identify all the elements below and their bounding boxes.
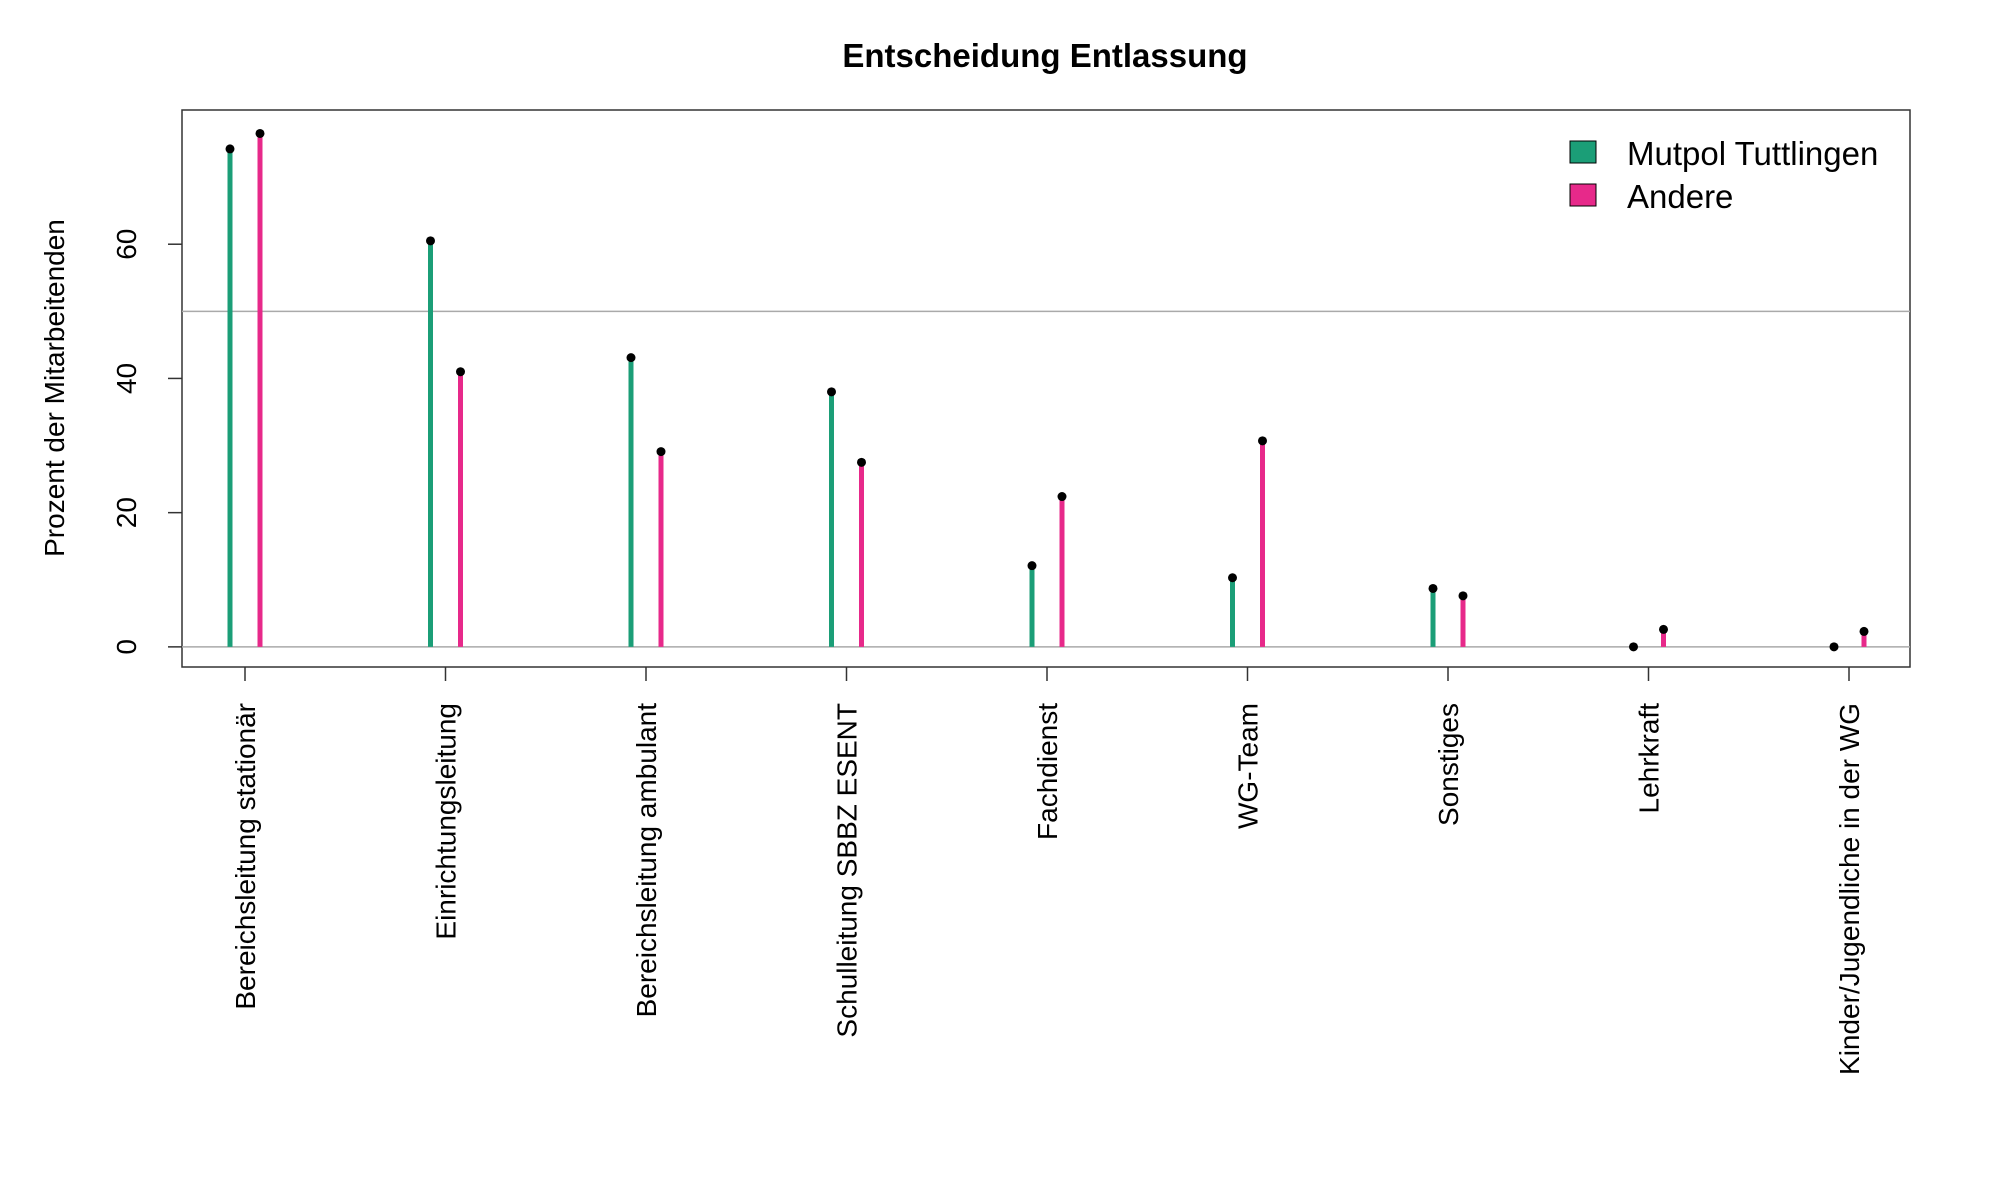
x-tick-label: Einrichtungsleitung <box>431 703 462 940</box>
x-tick-label: Sonstiges <box>1433 703 1464 826</box>
point-andere <box>456 367 465 377</box>
point-andere <box>1458 591 1468 601</box>
x-axis: Bereichsleitung stationär Einrichtungslei… <box>230 667 1865 1075</box>
x-tick-label: Bereichsleitung stationär <box>230 703 261 1010</box>
point-andere <box>1057 492 1067 502</box>
legend: Mutpol Tuttlingen Andere <box>1569 135 1878 215</box>
point-mutpol <box>426 236 435 246</box>
point-andere <box>1659 624 1668 634</box>
point-mutpol <box>1228 573 1237 583</box>
x-tick-label: Schulleitung SBBZ ESENT <box>832 703 863 1038</box>
point-mutpol <box>1027 561 1037 571</box>
point-mutpol <box>827 387 836 397</box>
y-axis: 0 20 40 60 <box>111 229 182 655</box>
plot-area <box>181 109 1911 668</box>
point-andere <box>255 128 265 138</box>
y-tick-label: 0 <box>111 639 142 655</box>
x-tick-label: Bereichsleitung ambulant <box>631 703 662 1018</box>
legend-swatch <box>1569 140 1597 164</box>
point-andere <box>656 447 666 457</box>
y-tick-label: 20 <box>111 497 142 528</box>
y-tick-label: 40 <box>111 363 142 394</box>
x-tick-label: Kinder/Jugendliche in der WG <box>1834 703 1865 1075</box>
point-mutpol <box>225 144 235 154</box>
point-andere <box>1859 626 1869 636</box>
x-tick-label: WG-Team <box>1233 703 1264 829</box>
legend-label: Mutpol Tuttlingen <box>1627 135 1878 172</box>
point-mutpol <box>1428 583 1438 593</box>
x-tick-label: Fachdienst <box>1032 703 1063 840</box>
lollipop-series <box>225 128 1869 652</box>
point-mutpol <box>626 353 636 363</box>
point-mutpol <box>1829 642 1839 652</box>
legend-swatch <box>1569 183 1597 207</box>
y-axis-label: Prozent der Mitarbeitenden <box>39 219 70 557</box>
point-andere <box>857 457 866 467</box>
point-mutpol <box>1629 642 1638 652</box>
chart-title: Entscheidung Entlassung <box>842 37 1247 74</box>
x-tick-label: Lehrkraft <box>1634 703 1665 814</box>
point-andere <box>1258 436 1267 446</box>
legend-label: Andere <box>1627 178 1733 215</box>
y-tick-label: 60 <box>111 229 142 260</box>
